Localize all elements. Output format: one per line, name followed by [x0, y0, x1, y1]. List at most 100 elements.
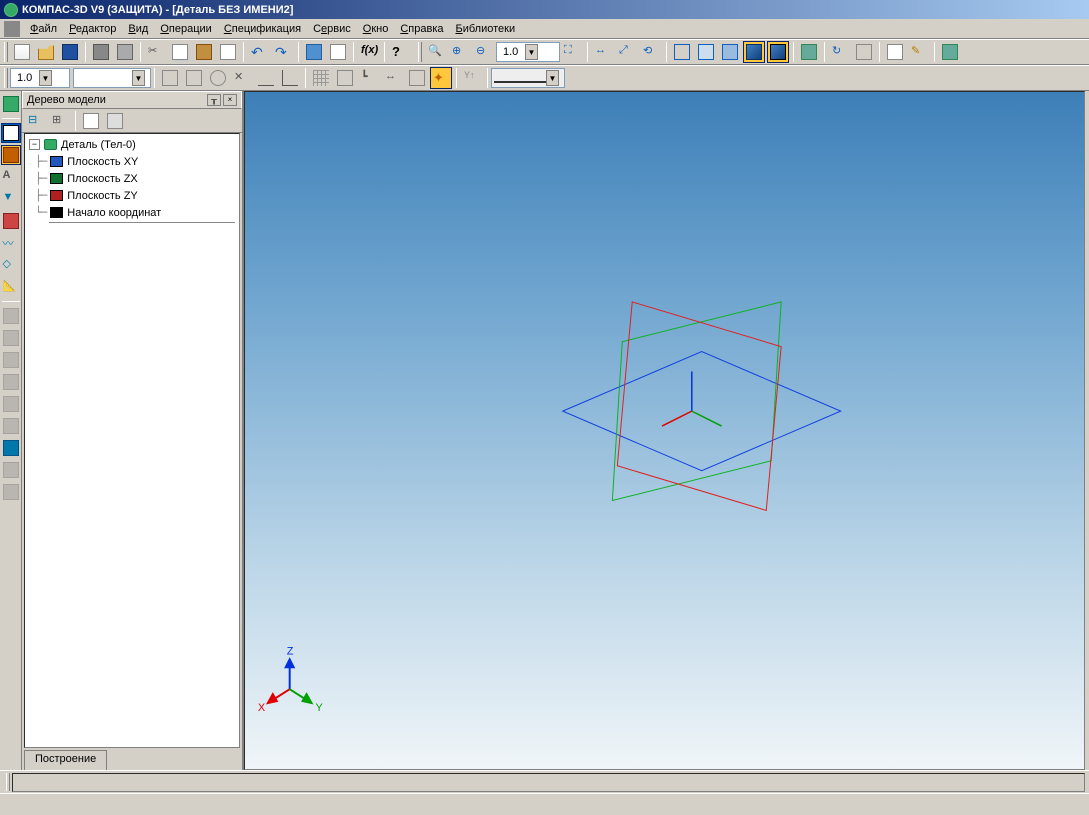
menu-service[interactable]: Сервис	[307, 21, 357, 37]
xyz-button[interactable]: Y↑	[461, 67, 483, 89]
tree-spec-button[interactable]	[104, 110, 126, 132]
lcs-button[interactable]: ✦	[430, 67, 452, 89]
new-button[interactable]	[11, 41, 33, 63]
menu-specification[interactable]: Спецификация	[218, 21, 307, 37]
perspective-button[interactable]	[798, 41, 820, 63]
toolbar-grip-3[interactable]	[4, 68, 8, 88]
panel-space-button[interactable]: ◇	[1, 255, 21, 275]
op-rib-button[interactable]	[1, 460, 21, 480]
op-hole-button[interactable]	[1, 416, 21, 436]
library-button[interactable]	[303, 41, 325, 63]
menu-file[interactable]: Файл	[24, 21, 63, 37]
open-button[interactable]	[35, 41, 57, 63]
dropdown-arrow-icon[interactable]: ▼	[39, 70, 52, 86]
spec-button[interactable]	[327, 41, 349, 63]
ortho-button[interactable]	[334, 67, 356, 89]
toolbar-grip[interactable]	[4, 42, 8, 62]
nohidden-button[interactable]	[719, 41, 741, 63]
preview-button[interactable]	[114, 41, 136, 63]
zoom-out-button[interactable]: ⊖	[473, 41, 495, 63]
print-button[interactable]	[90, 41, 112, 63]
zoom-window-button[interactable]: 🔍	[425, 41, 447, 63]
spin-button[interactable]: ↻	[829, 41, 851, 63]
tree-body[interactable]: − Деталь (Тел-0) ├─Плоскость XY├─Плоскос…	[24, 133, 240, 748]
variables-button[interactable]: f(x)	[358, 41, 380, 63]
zoom-fit-button[interactable]: ⛶	[561, 41, 583, 63]
param-button[interactable]	[406, 67, 428, 89]
coord-button[interactable]: ┗	[358, 67, 380, 89]
tree-panel-title-bar[interactable]: Дерево модели ╥ ×	[22, 91, 242, 109]
save-button[interactable]	[59, 41, 81, 63]
toolbar-grip-2[interactable]	[418, 42, 422, 62]
menu-help[interactable]: Справка	[394, 21, 449, 37]
refresh-button[interactable]	[939, 41, 961, 63]
panel-edit-button[interactable]	[1, 145, 21, 165]
op-extrude-button[interactable]	[1, 306, 21, 326]
op-cut-button[interactable]	[1, 350, 21, 370]
copy-button[interactable]	[169, 41, 191, 63]
op-chamfer-button[interactable]	[1, 394, 21, 414]
redo-button[interactable]: ↷	[272, 41, 294, 63]
snap-end-button[interactable]	[159, 67, 181, 89]
snap-center-button[interactable]	[207, 67, 229, 89]
tree-node[interactable]: ├─Плоскость ZY	[25, 187, 239, 204]
close-icon[interactable]: ×	[223, 94, 237, 106]
command-field[interactable]	[12, 773, 1085, 792]
snap-tan-button[interactable]	[255, 67, 277, 89]
pan-button[interactable]: ↔	[592, 41, 614, 63]
menu-edit[interactable]: Редактор	[63, 21, 122, 37]
properties-button[interactable]	[217, 41, 239, 63]
cut-button[interactable]: ✂	[145, 41, 167, 63]
dropdown-arrow-icon[interactable]: ▼	[546, 70, 559, 86]
shaded-button[interactable]	[743, 41, 765, 63]
rotate-button[interactable]: ⟲	[640, 41, 662, 63]
panel-curve-button[interactable]: 〰	[1, 233, 21, 253]
pin-icon[interactable]: ╥	[207, 94, 221, 106]
help-button[interactable]: ?	[389, 41, 411, 63]
tree-root[interactable]: − Деталь (Тел-0)	[25, 136, 239, 153]
dropdown-arrow-icon[interactable]: ▼	[525, 44, 538, 60]
dropdown-arrow-icon[interactable]: ▼	[132, 70, 145, 86]
shaded-edges-button[interactable]	[767, 41, 789, 63]
tree-toggle-button[interactable]	[884, 41, 906, 63]
style-combo[interactable]: 1.0 ▼	[10, 68, 70, 88]
op-revolve-button[interactable]	[1, 328, 21, 348]
panel-aux-button[interactable]: A	[1, 167, 21, 187]
snap-mid-button[interactable]	[183, 67, 205, 89]
zoom-dyn-button[interactable]: ⤢	[616, 41, 638, 63]
tree-prop-button[interactable]	[80, 110, 102, 132]
menu-libraries[interactable]: Библиотеки	[450, 21, 522, 37]
rebuild-button[interactable]: ✎	[908, 41, 930, 63]
grid-button[interactable]	[310, 67, 332, 89]
paste-button[interactable]	[193, 41, 215, 63]
line-combo[interactable]: ▼	[491, 68, 565, 88]
collapse-icon[interactable]: −	[29, 139, 40, 150]
viewport-3d[interactable]: Z X Y	[244, 91, 1085, 770]
tree-relations-button[interactable]: ⊞	[49, 110, 71, 132]
zoom-in-button[interactable]: ⊕	[449, 41, 471, 63]
undo-button[interactable]: ↶	[248, 41, 270, 63]
op-draft-button[interactable]	[1, 482, 21, 502]
panel-array-button[interactable]	[1, 211, 21, 231]
sketch-button[interactable]	[1, 94, 21, 114]
layer-combo[interactable]: ▼	[73, 68, 151, 88]
panel-measure-button[interactable]: 📐	[1, 277, 21, 297]
wireframe-button[interactable]	[671, 41, 693, 63]
menu-operations[interactable]: Операции	[154, 21, 217, 37]
panel-surf-button[interactable]: ▼	[1, 189, 21, 209]
tree-node[interactable]: ├─Плоскость XY	[25, 153, 239, 170]
hidden-button[interactable]	[695, 41, 717, 63]
tree-node[interactable]: └─Начало координат	[25, 204, 239, 221]
op-fillet-button[interactable]	[1, 372, 21, 392]
snap-int-button[interactable]: ✕	[231, 67, 253, 89]
statusbar-grip[interactable]	[6, 773, 10, 791]
menu-window[interactable]: Окно	[357, 21, 395, 37]
dims-button[interactable]: ↔	[382, 67, 404, 89]
tree-node[interactable]: ├─Плоскость ZX	[25, 170, 239, 187]
panel-geom-button[interactable]	[1, 123, 21, 143]
app-menu-icon[interactable]	[4, 21, 20, 37]
tab-build[interactable]: Построение	[24, 750, 107, 770]
snap-perp-button[interactable]	[279, 67, 301, 89]
tree-display-button[interactable]: ⊟	[25, 110, 47, 132]
orient-button[interactable]	[853, 41, 875, 63]
